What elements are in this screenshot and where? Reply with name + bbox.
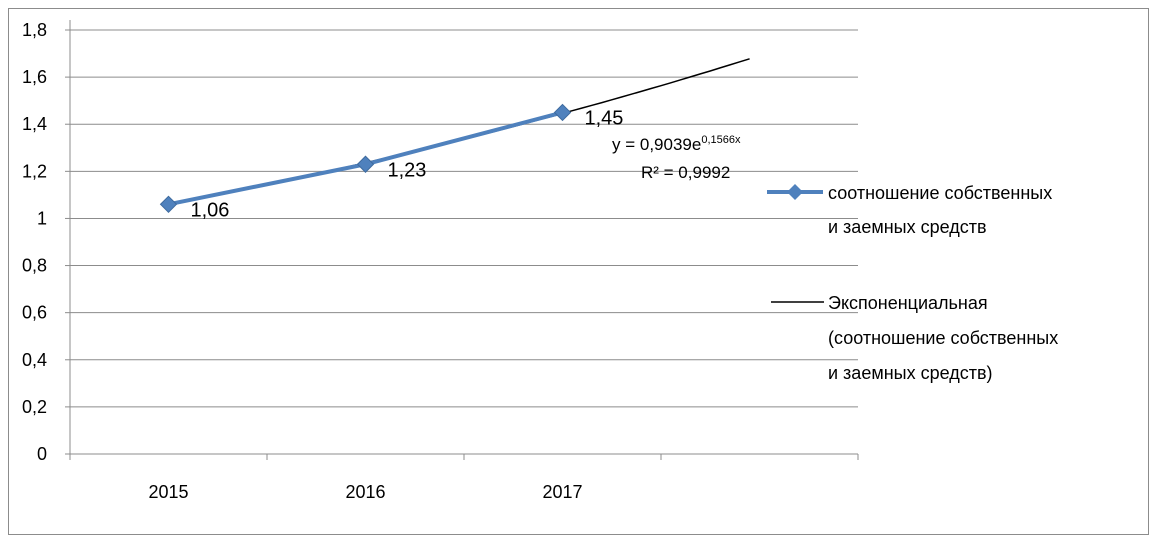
y-tick-label: 0,6	[22, 303, 47, 323]
y-tick-label: 1,4	[22, 114, 47, 134]
data-label: 1,06	[191, 199, 230, 221]
legend-trendline-label: (соотношение собственных	[828, 328, 1058, 348]
r-squared-text: R² = 0,9992	[641, 163, 730, 182]
legend-series-label: и заемных средств	[828, 217, 987, 237]
y-tick-label: 1,8	[22, 20, 47, 40]
y-tick-labels: 0 0,2 0,4 0,6 0,8 1 1,2 1,4 1,6 1,8	[22, 20, 47, 464]
y-tick-label: 0,8	[22, 256, 47, 276]
trendline-group	[168, 58, 750, 206]
y-tick-label: 1,2	[22, 161, 47, 181]
series-group	[159, 103, 572, 214]
legend: соотношение собственных и заемных средств…	[767, 183, 1058, 383]
y-tick-label: 0	[37, 444, 47, 464]
legend-trendline-label: Экспоненциальная	[828, 293, 988, 313]
data-point-marker	[356, 155, 375, 173]
trendline-equation: y = 0,9039e0,1566x R² = 0,9992	[612, 134, 741, 182]
y-tick-label: 1	[37, 208, 47, 228]
data-point-marker	[159, 195, 178, 214]
trendline	[168, 58, 750, 206]
gridlines	[70, 29, 858, 408]
legend-trendline-label: и заемных средств)	[828, 363, 993, 383]
x-tick-label: 2016	[345, 482, 385, 502]
x-tick-labels: 2015 2016 2017	[148, 482, 582, 502]
chart-frame	[8, 8, 1149, 535]
y-tick-label: 1,6	[22, 67, 47, 87]
data-labels: 1,06 1,23 1,45	[191, 107, 624, 221]
x-tick-label: 2015	[148, 482, 188, 502]
legend-series-marker	[787, 184, 803, 200]
legend-series-label: соотношение собственных	[828, 183, 1052, 203]
axes	[65, 20, 859, 460]
data-label: 1,23	[388, 159, 427, 181]
data-point-marker	[553, 103, 572, 122]
equation-text: y = 0,9039e0,1566x	[612, 134, 741, 154]
y-tick-label: 0,2	[22, 397, 47, 417]
data-label: 1,45	[585, 107, 624, 129]
y-tick-label: 0,4	[22, 350, 47, 370]
x-tick-label: 2017	[542, 482, 582, 502]
